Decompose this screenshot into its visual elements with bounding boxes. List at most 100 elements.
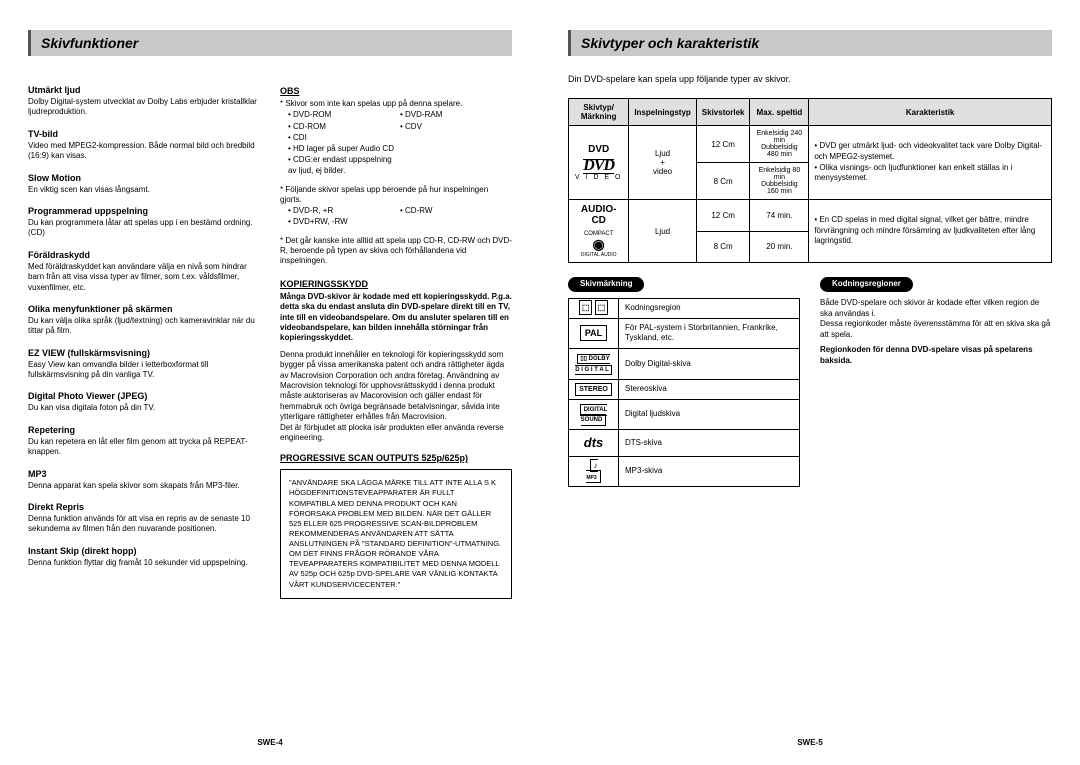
dvd-time2: Enkelsidig 80 min Dubbelsidig 160 min (750, 163, 809, 200)
cd-row1: AUDIO-CD COMPACT ◉ DIGITAL AUDIO Ljud 12… (569, 200, 1052, 232)
marks-col: Skivmärkning ⬚ ⬚KodningsregionPALFör PAL… (568, 277, 800, 487)
feature-title: Programmerad uppspelning (28, 206, 260, 216)
mark-row: DIGITALSOUNDDigital ljudskiva (569, 399, 800, 430)
dvd-cell: DVD DVD V I D E O (569, 126, 629, 200)
header-left-title: Skivfunktioner (41, 35, 138, 51)
obs-bullets: • DVD-ROM• DVD-RAM• CD-ROM• CDV• CDI• HD… (280, 109, 512, 176)
mark-desc: MP3-skiva (619, 456, 800, 487)
cd-size1: 12 Cm (696, 200, 750, 232)
feature-body: Med föräldraskyddet kan användare välja … (28, 262, 260, 293)
cd-logo: COMPACT ◉ DIGITAL AUDIO (574, 230, 623, 258)
mark-icon: PAL (569, 318, 619, 349)
copy-heading: KOPIERINGSSKYDD (280, 279, 512, 289)
feature-body: Du kan välja olika språk (ljud/textning)… (28, 316, 260, 337)
feature-body: Video med MPEG2-kompression. Både normal… (28, 141, 260, 162)
obs-bullet: • DVD-RAM (400, 109, 512, 120)
region-col: Kodningsregioner Både DVD-spelare och sk… (820, 277, 1052, 487)
obs-bullet (400, 143, 512, 154)
mark-row: dtsDTS-skiva (569, 430, 800, 457)
region-bold: Regionkoden för denna DVD-spelare visas … (820, 345, 1052, 367)
obs-note2: * Följande skivor spelas upp beroende på… (280, 185, 512, 206)
mark-icon: ▯▯ DOLBYD I G I T A L (569, 349, 619, 380)
features-col2: OBS * Skivor som inte kan spelas upp på … (280, 74, 512, 599)
marks-table: ⬚ ⬚KodningsregionPALFör PAL-system i Sto… (568, 298, 800, 488)
feature-body: Denna apparat kan spela skivor som skapa… (28, 481, 260, 491)
page-left: Skivfunktioner Utmärkt ljud Dolby Digital… (0, 0, 540, 765)
mark-icon: ⬚ ⬚ (569, 298, 619, 318)
obs-bullet: • CD-RW (400, 205, 512, 216)
feature-body: Easy View kan omvandla bilder i letterbo… (28, 360, 260, 381)
obs-bullet (400, 154, 512, 176)
char-item: En CD spelas in med digital signal, vilk… (814, 215, 1046, 247)
mark-row: ▯▯ DOLBYD I G I T A LDolby Digital-skiva (569, 349, 800, 380)
feature-title: Repetering (28, 425, 260, 435)
mark-desc: För PAL-system i Storbritannien, Frankri… (619, 318, 800, 349)
legend-row: Skivmärkning ⬚ ⬚KodningsregionPALFör PAL… (568, 277, 1052, 487)
header-left: Skivfunktioner (28, 30, 512, 56)
th-type: Skivtyp/ Märkning (569, 99, 629, 126)
feature-title: Instant Skip (direkt hopp) (28, 546, 260, 556)
header-right: Skivtyper och karakteristik (568, 30, 1052, 56)
obs-bullet: • CD-ROM (288, 121, 400, 132)
cd-char: En CD spelas in med digital signal, vilk… (809, 200, 1052, 263)
mark-desc: Kodningsregion (619, 298, 800, 318)
feature-body: En viktig scen kan visas långsamt. (28, 185, 260, 195)
feature-body: Du kan visa digitala foton på din TV. (28, 403, 260, 413)
feature-title: MP3 (28, 469, 260, 479)
char-item: DVD ger utmärkt ljud- och videokvalitet … (814, 141, 1046, 163)
feature-title: Föräldraskydd (28, 250, 260, 260)
dvd-size2: 8 Cm (696, 163, 750, 200)
feature-body: Denna funktion flyttar dig framåt 10 sek… (28, 558, 260, 568)
feature-title: Digital Photo Viewer (JPEG) (28, 391, 260, 401)
feature-body: Denna funktion används för att visa en r… (28, 514, 260, 535)
feature-title: Slow Motion (28, 173, 260, 183)
ps-box: "ANVÄNDARE SKA LÄGGA MÄRKE TILL ATT INTE… (280, 469, 512, 598)
obs-heading: OBS (280, 86, 512, 96)
obs-bullet: • DVD+RW, -RW (288, 216, 400, 227)
feature-body: Du kan repetera en låt eller film genom … (28, 437, 260, 458)
obs-bullet: • CDI (288, 132, 400, 143)
mark-row: STEREOStereoskiva (569, 379, 800, 399)
dvd-char: DVD ger utmärkt ljud- och videokvalitet … (809, 126, 1052, 200)
header-right-title: Skivtyper och karakteristik (581, 35, 759, 51)
marks-pill: Skivmärkning (568, 277, 644, 292)
cd-rec: Ljud (629, 200, 696, 263)
th-rec: Inspelningstyp (629, 99, 696, 126)
dvd-time1: Enkelsidig 240 min Dubbelsidig 480 min (750, 126, 809, 163)
th-char: Karakteristik (809, 99, 1052, 126)
feature-body: Dolby Digital-system utvecklat av Dolby … (28, 97, 260, 118)
obs-bullets2: • DVD-R, +R• CD-RW• DVD+RW, -RW (280, 205, 512, 227)
cd-cell: AUDIO-CD COMPACT ◉ DIGITAL AUDIO (569, 200, 629, 263)
obs-bullet: • CDV (400, 121, 512, 132)
copy-bold: Många DVD-skivor är kodade med ett kopie… (280, 292, 512, 344)
mark-desc: Digital ljudskiva (619, 399, 800, 430)
feature-title: EZ VIEW (fullskärmsvisning) (28, 348, 260, 358)
dvd-size1: 12 Cm (696, 126, 750, 163)
feature-title: Utmärkt ljud (28, 85, 260, 95)
mark-icon: dts (569, 430, 619, 457)
char-item: Olika visnings- och ljudfunktioner kan e… (814, 163, 1046, 185)
dvd-rec: Ljud + video (629, 126, 696, 200)
region-body: Både DVD-spelare och skivor är kodade ef… (820, 298, 1052, 341)
cd-time1: 74 min. (750, 200, 809, 232)
disc-table: Skivtyp/ Märkning Inspelningstyp Skivsto… (568, 98, 1052, 263)
cd-time2: 20 min. (750, 231, 809, 263)
mark-row: PALFör PAL-system i Storbritannien, Fran… (569, 318, 800, 349)
feature-title: Olika menyfunktioner på skärmen (28, 304, 260, 314)
th-time: Max. speltid (750, 99, 809, 126)
page-num-left: SWE-4 (257, 738, 282, 747)
region-pill: Kodningsregioner (820, 277, 913, 292)
page-num-right: SWE-5 (797, 738, 822, 747)
features-col1: Utmärkt ljud Dolby Digital-system utveckl… (28, 74, 260, 599)
feature-title: TV-bild (28, 129, 260, 139)
obs-intro: * Skivor som inte kan spelas upp på denn… (280, 99, 512, 109)
obs-bullet: • DVD-ROM (288, 109, 400, 120)
obs-bullet (400, 216, 512, 227)
table-header-row: Skivtyp/ Märkning Inspelningstyp Skivsto… (569, 99, 1052, 126)
mark-row: ♪MP3MP3-skiva (569, 456, 800, 487)
obs-note3: * Det går kanske inte alltid att spela u… (280, 236, 512, 267)
obs-bullet: • DVD-R, +R (288, 205, 400, 216)
ps-heading: PROGRESSIVE SCAN OUTPUTS 525p/625p) (280, 453, 512, 463)
mark-icon: ♪MP3 (569, 456, 619, 487)
copy-body: Denna produkt innehåller en teknologi fö… (280, 350, 512, 444)
